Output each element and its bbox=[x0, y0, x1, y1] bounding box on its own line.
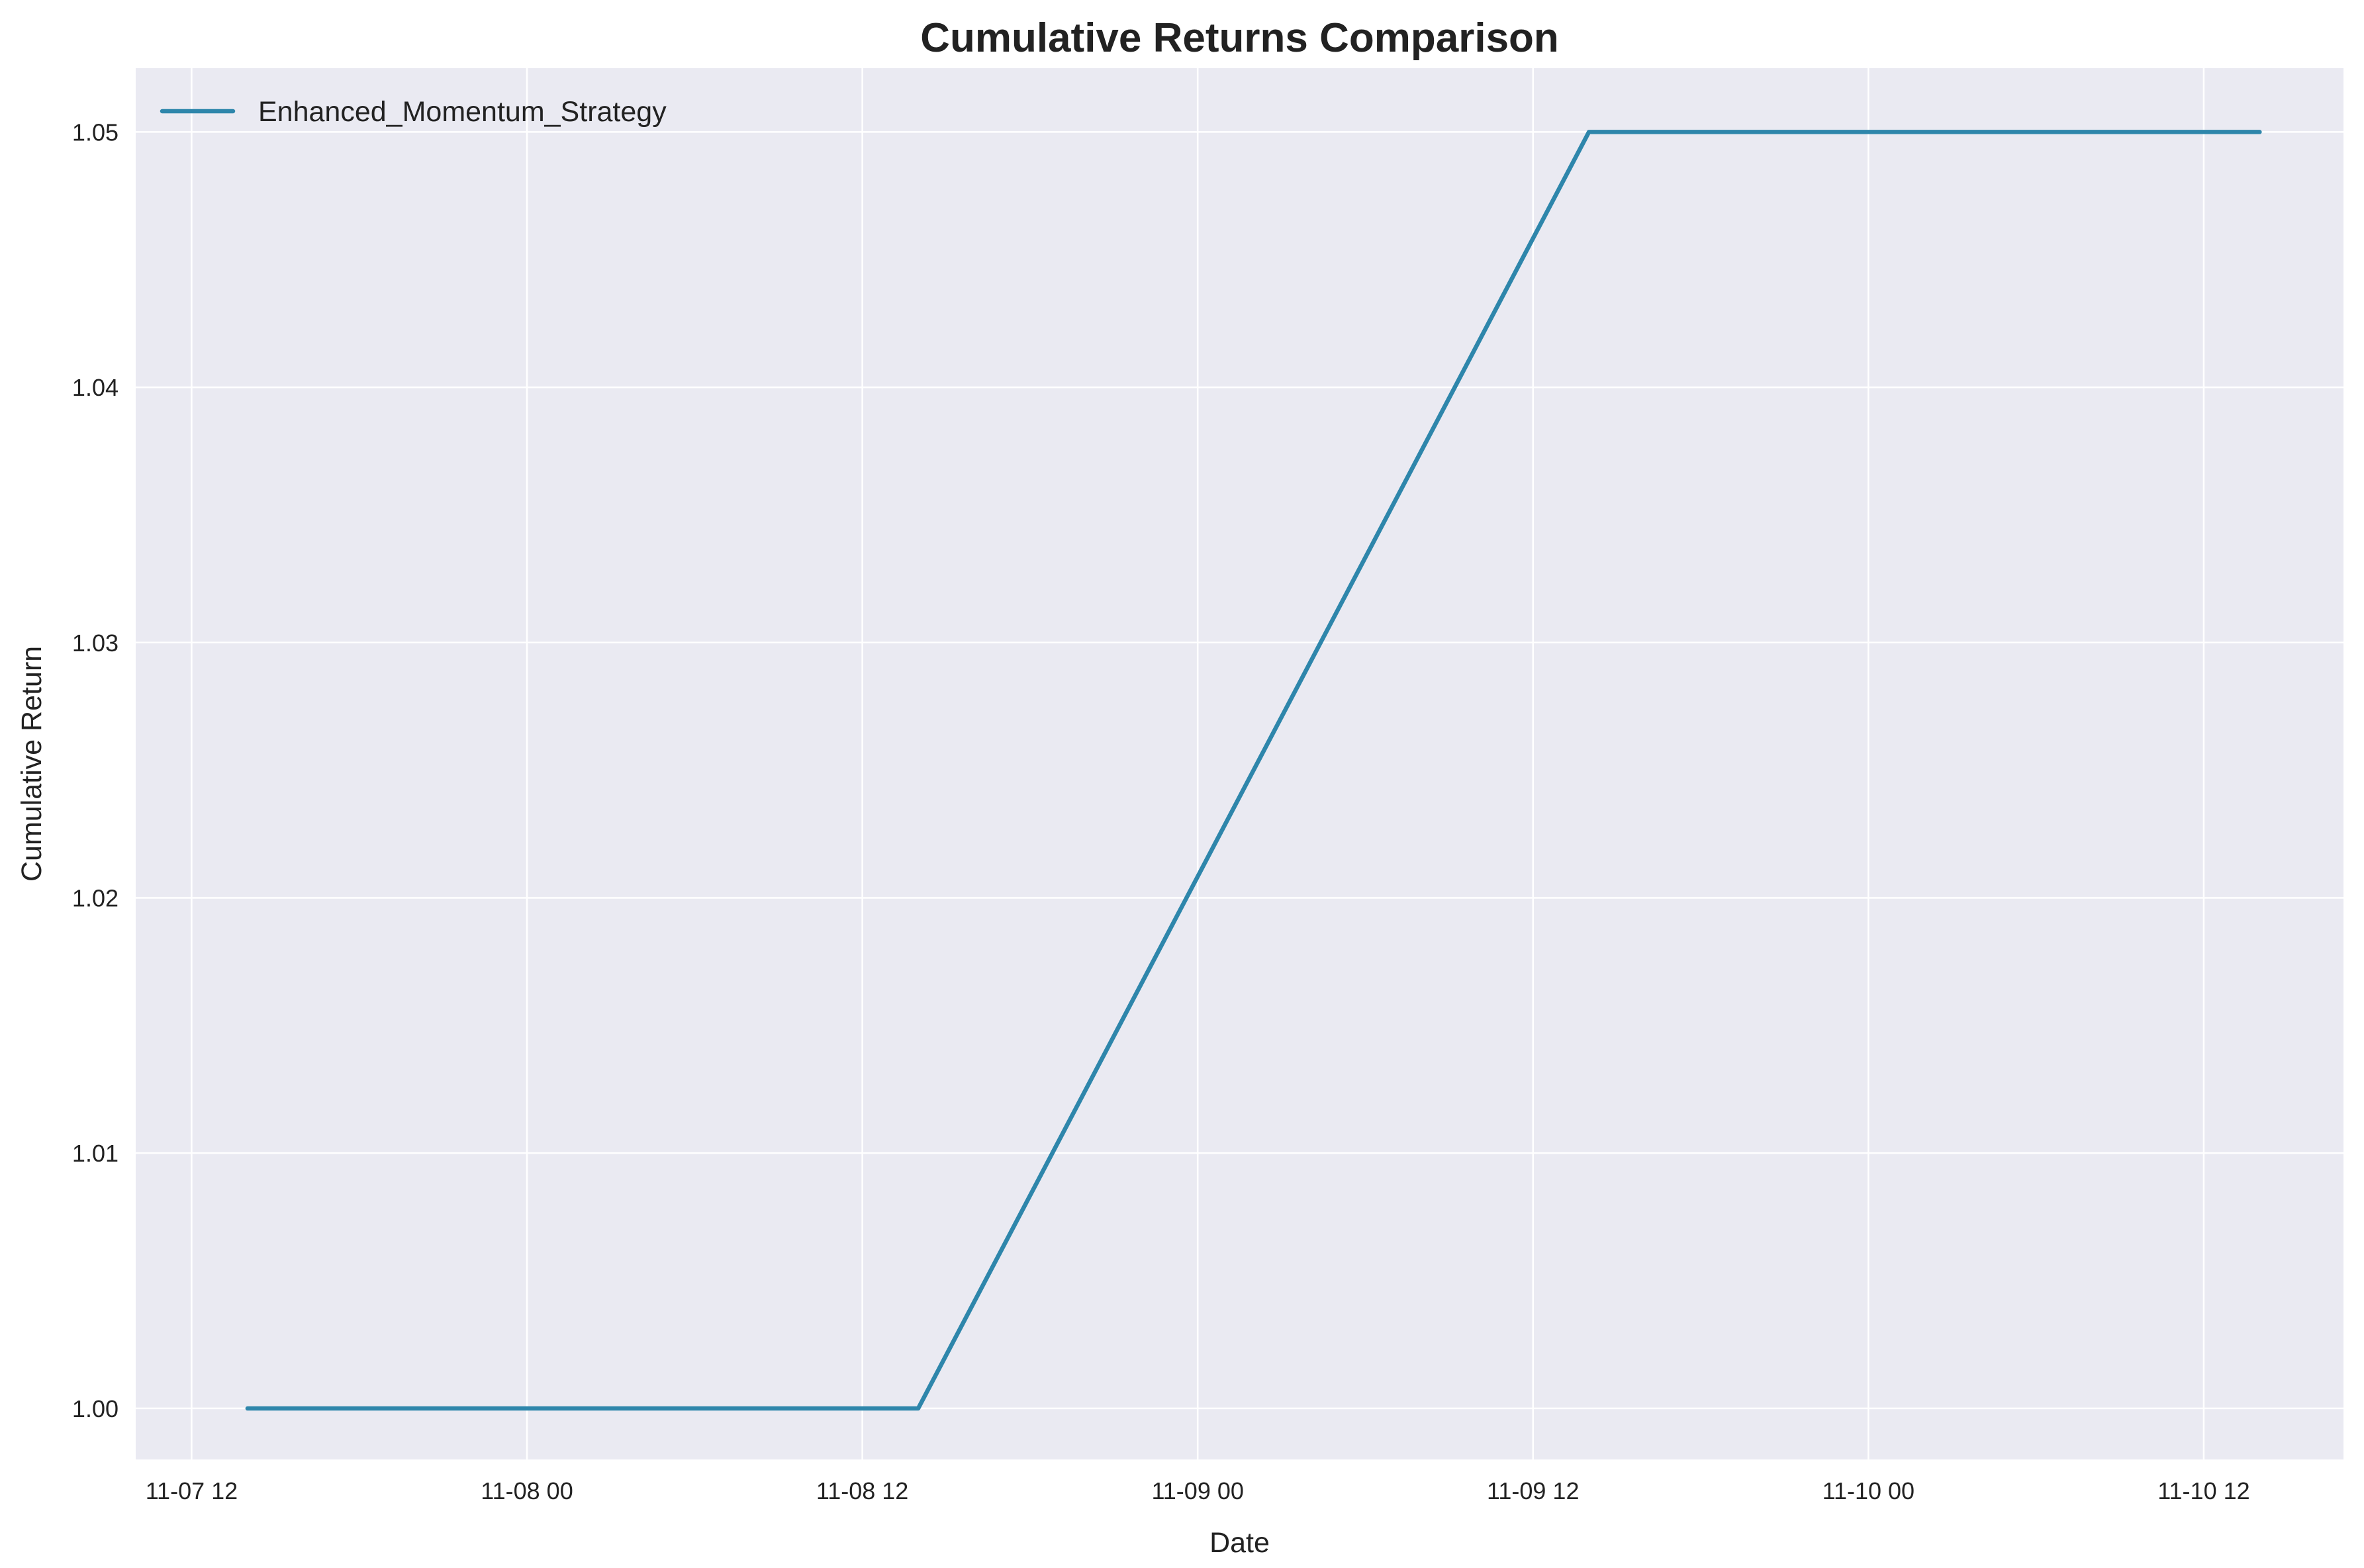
legend: Enhanced_Momentum_Strategy bbox=[160, 96, 667, 128]
x-tick-label: 11-08 12 bbox=[816, 1477, 908, 1504]
y-axis-ticks: 1.00 1.01 1.02 1.03 1.04 1.05 bbox=[72, 118, 118, 1422]
series-layer bbox=[245, 130, 2262, 1411]
chart-title: Cumulative Returns Comparison bbox=[920, 15, 1559, 61]
grid-lines bbox=[136, 68, 2343, 1459]
y-tick-label: 1.02 bbox=[72, 884, 118, 911]
y-axis-label: Cumulative Return bbox=[16, 646, 48, 882]
x-tick-label: 11-09 00 bbox=[1151, 1477, 1243, 1504]
x-tick-label: 11-10 00 bbox=[1822, 1477, 1915, 1504]
x-tick-label: 11-08 00 bbox=[481, 1477, 573, 1504]
y-tick-label: 1.01 bbox=[72, 1140, 118, 1167]
legend-label: Enhanced_Momentum_Strategy bbox=[258, 96, 667, 128]
y-tick-label: 1.04 bbox=[72, 374, 118, 401]
x-tick-label: 11-09 12 bbox=[1487, 1477, 1579, 1504]
plot-area bbox=[136, 68, 2343, 1459]
x-axis-label: Date bbox=[1209, 1527, 1270, 1559]
series-line bbox=[245, 130, 2262, 1411]
x-tick-label: 11-10 12 bbox=[2157, 1477, 2249, 1504]
x-tick-label: 11-07 12 bbox=[146, 1477, 238, 1504]
y-tick-label: 1.05 bbox=[72, 118, 118, 146]
x-axis-ticks: 11-07 12 11-08 00 11-08 12 11-09 00 11-09 12… bbox=[146, 1477, 2250, 1504]
y-tick-label: 1.03 bbox=[72, 629, 118, 657]
y-tick-label: 1.00 bbox=[72, 1395, 118, 1422]
